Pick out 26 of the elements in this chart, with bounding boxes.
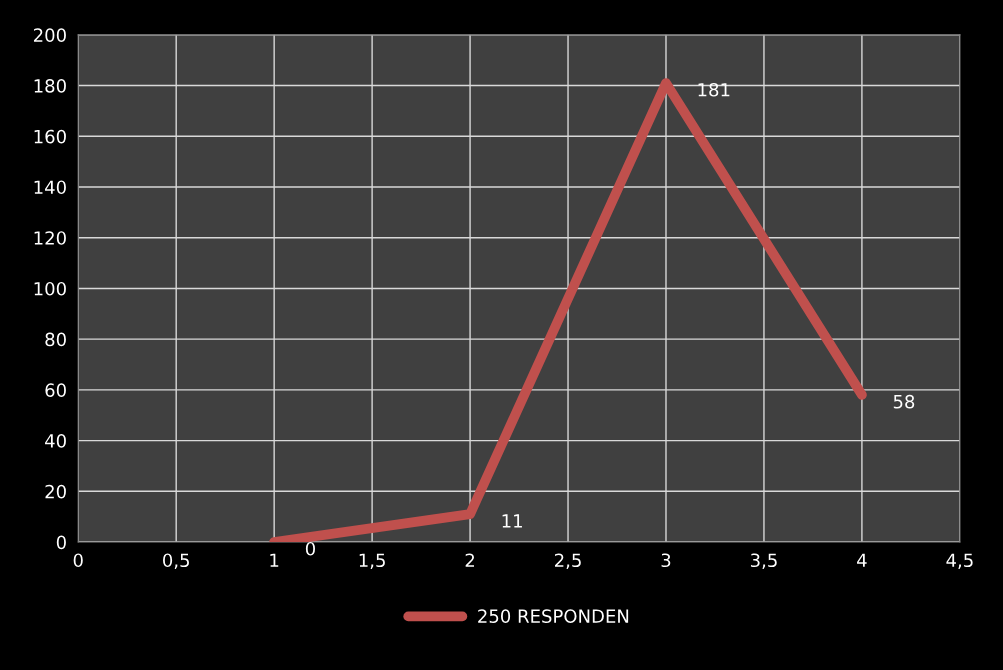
data-label: 181: [698, 82, 730, 97]
x-tick-label: 2: [465, 553, 475, 567]
y-tick-label: 100: [34, 281, 66, 296]
data-label: 0: [305, 541, 315, 556]
x-tick-label: 4,5: [946, 553, 973, 569]
x-tick-label: 2,5: [555, 553, 581, 569]
x-tick-label: 3,5: [750, 553, 777, 569]
y-tick-label: 60: [45, 383, 66, 397]
y-tick-label: 20: [45, 484, 66, 499]
x-tick-label: 0,5: [163, 553, 189, 569]
legend-label: 250 RESPONDEN: [478, 609, 629, 623]
y-tick-label: 180: [34, 79, 66, 93]
y-tick-label: 160: [34, 129, 66, 144]
y-tick-label: 40: [45, 434, 66, 448]
y-tick-label: 120: [34, 231, 66, 245]
y-tick-label: 0: [56, 535, 66, 550]
data-label: 58: [893, 394, 915, 409]
data-label: 11: [502, 514, 522, 528]
y-tick-label: 140: [34, 180, 66, 195]
x-tick-label: 0: [73, 553, 83, 568]
x-tick-label: 1,5: [359, 553, 385, 569]
x-tick-label: 1: [270, 553, 279, 567]
x-tick-label: 4: [857, 553, 867, 567]
y-tick-label: 200: [33, 28, 66, 42]
x-tick-label: 3: [661, 553, 671, 568]
y-tick-label: 80: [45, 332, 66, 347]
